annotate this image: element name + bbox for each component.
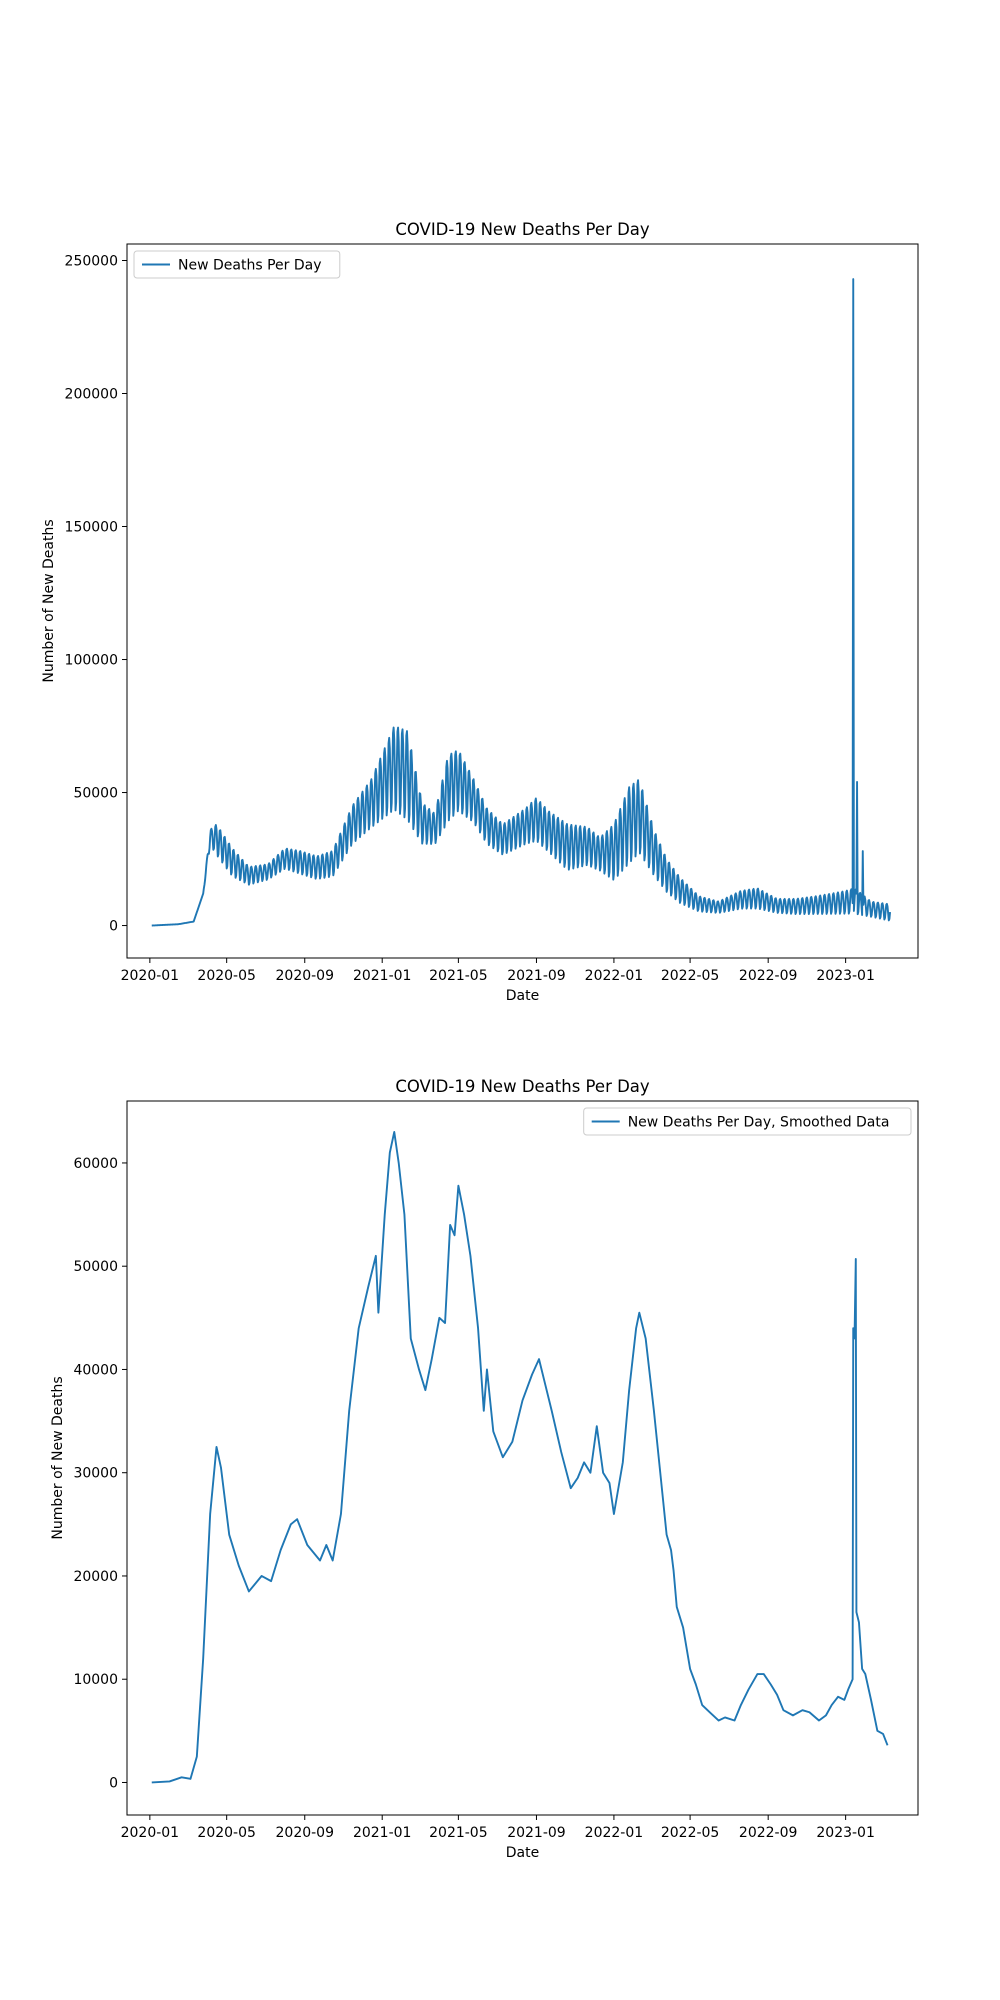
y-tick-label: 60000 [73,1156,118,1172]
chart-2-legend-box [583,1107,912,1136]
y-tick-label: 0 [109,1775,118,1791]
y-tick-label: 50000 [73,1259,118,1275]
x-tick-label: 2022-01 [585,968,644,984]
chart-1-legend: New Deaths Per Day [133,250,341,279]
y-tick-label: 20000 [73,1569,118,1585]
y-tick-label: 200000 [65,387,118,403]
x-tick-label: 2022-09 [739,1825,798,1841]
chart-1-y-axis-label: Number of New Deaths [41,519,57,682]
chart-1-title: COVID-19 New Deaths Per Day [395,220,650,239]
chart-1-legend-label: New Deaths Per Day [178,258,321,274]
y-tick-label: 10000 [73,1672,118,1688]
x-tick-label: 2020-09 [276,1825,335,1841]
deaths-raw-chart: COVID-19 New Deaths Per Day 2020-01 2020-… [41,220,919,1004]
chart-2-y-axis-label: Number of New Deaths [50,1376,66,1539]
y-tick-label: 250000 [65,253,118,269]
x-tick-label: 2020-05 [197,968,256,984]
series-line [151,278,892,927]
x-tick-label: 2020-09 [276,968,335,984]
x-tick-label: 2020-01 [121,1825,180,1841]
x-tick-label: 2020-01 [121,968,180,984]
chart-1-plot-area: 2020-01 2020-05 2020-09 2021-01 2021-05 2021-… [65,243,919,984]
y-tick-label: 0 [109,919,118,935]
x-tick-label: 2021-05 [429,1825,488,1841]
x-tick-label: 2022-05 [661,1825,720,1841]
x-tick-label: 2021-05 [429,968,488,984]
x-tick-label: 2021-09 [507,968,566,984]
x-tick-label: 2021-01 [353,968,412,984]
x-tick-label: 2022-01 [585,1825,644,1841]
deaths-smoothed-chart: COVID-19 New Deaths Per Day 2020-01 2020-… [50,1077,919,1861]
plot-frame [126,1100,919,1816]
x-tick-label: 2022-05 [661,968,720,984]
y-tick-label: 30000 [73,1466,118,1482]
chart-1-x-axis-label: Date [506,988,539,1004]
y-tick-label: 50000 [73,786,118,802]
y-tick-label: 40000 [73,1362,118,1378]
x-tick-label: 2022-09 [739,968,798,984]
chart-2-title: COVID-19 New Deaths Per Day [395,1077,650,1096]
plot-frame [126,243,919,959]
series-line [151,1131,889,1784]
y-tick-label: 150000 [65,520,118,536]
x-tick-label: 2020-05 [197,1825,256,1841]
y-tick-label: 100000 [65,653,118,669]
chart-2-plot-area: 2020-01 2020-05 2020-09 2021-01 2021-05 2021-… [73,1100,919,1841]
x-tick-label: 2023-01 [816,968,875,984]
chart-2-legend: New Deaths Per Day, Smoothed Data [583,1107,912,1136]
chart-1-legend-box [133,250,341,279]
x-tick-label: 2021-09 [507,1825,566,1841]
chart-2-x-axis-label: Date [506,1845,539,1861]
x-tick-label: 2023-01 [816,1825,875,1841]
x-tick-label: 2021-01 [353,1825,412,1841]
chart-2-legend-label: New Deaths Per Day, Smoothed Data [628,1115,890,1131]
